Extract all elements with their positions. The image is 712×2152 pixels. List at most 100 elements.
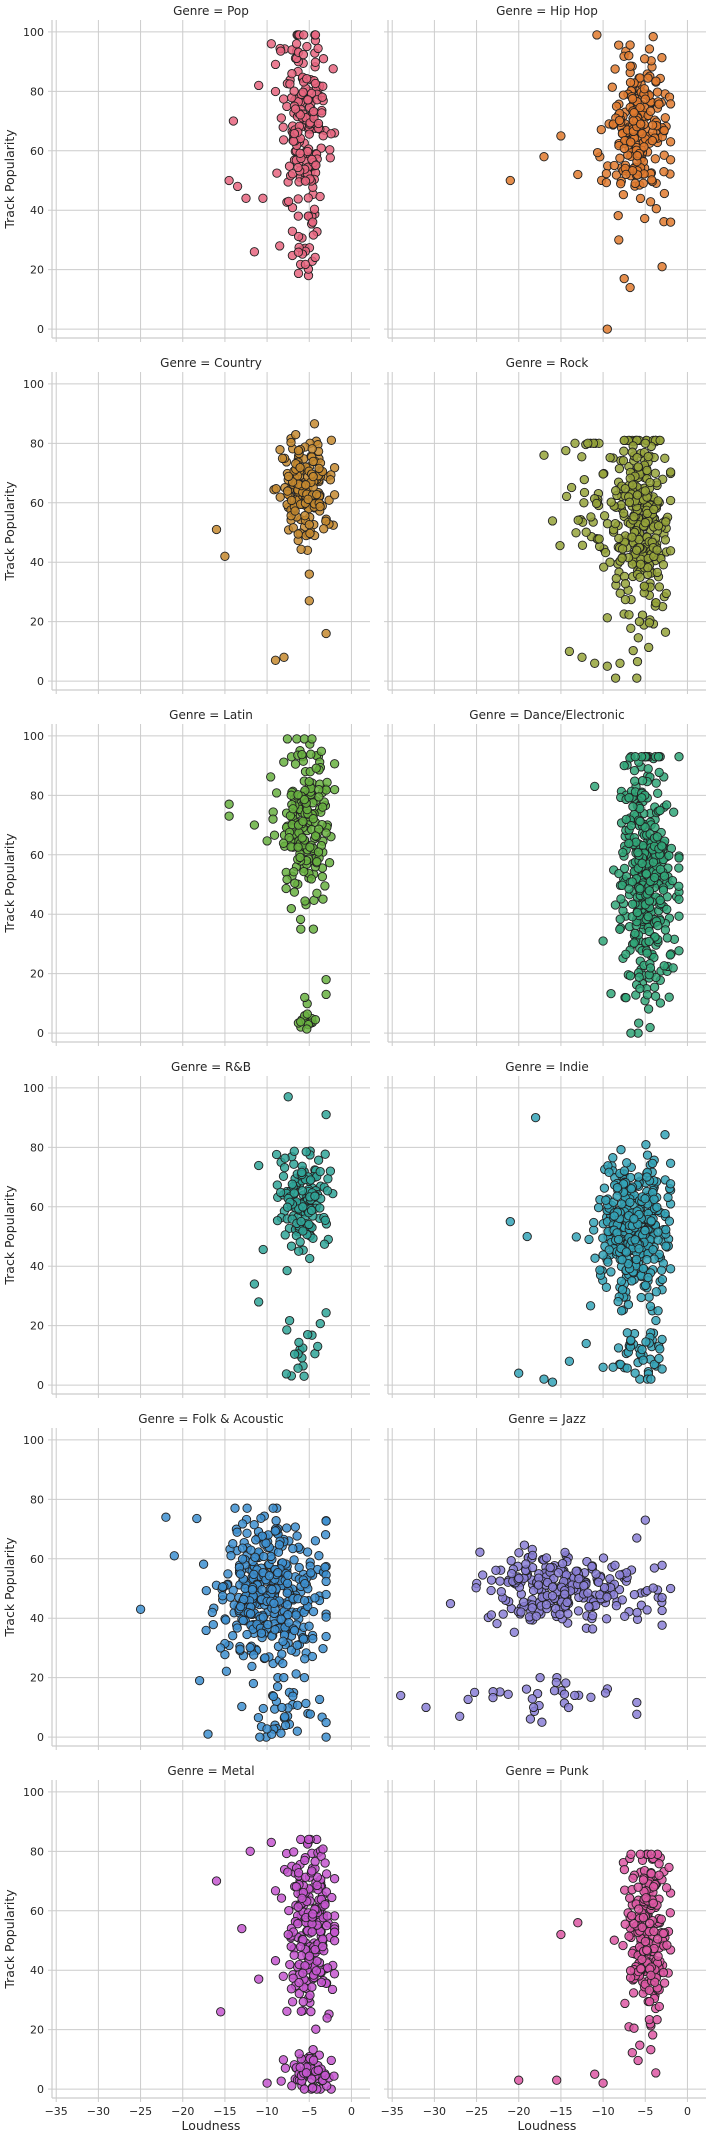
scatter-point <box>294 1988 304 1999</box>
scatter-point <box>258 1244 268 1255</box>
scatter-point <box>556 131 566 141</box>
scatter-point <box>624 1931 634 1941</box>
scatter-point <box>560 1589 570 1599</box>
scatter-point <box>615 588 625 598</box>
scatter-point <box>649 1563 660 1573</box>
scatter-point <box>592 147 603 158</box>
scatter-point <box>301 1698 311 1709</box>
scatter-point <box>246 1545 256 1555</box>
scatter-point <box>271 788 282 798</box>
scatter-point <box>275 492 285 502</box>
scatter-point <box>626 1335 636 1345</box>
x-tick-label: −20 <box>507 2105 530 2118</box>
scatter-point <box>598 469 608 479</box>
scatter-point <box>648 2030 658 2040</box>
y-tick-label: 100 <box>23 1082 44 1095</box>
scatter-point <box>619 1166 630 1176</box>
scatter-point <box>287 2081 297 2091</box>
scatter-point <box>217 1591 228 1601</box>
scatter-point <box>295 1237 305 1247</box>
scatter-point <box>317 92 327 102</box>
y-axis-label: Track Popularity <box>2 833 17 934</box>
scatter-point <box>647 175 657 185</box>
data-points <box>590 752 684 1038</box>
scatter-point <box>620 1611 630 1621</box>
scatter-point <box>640 1194 650 1204</box>
scatter-point <box>325 1166 336 1176</box>
scatter-point <box>318 131 328 141</box>
scatter-point <box>282 874 292 885</box>
scatter-point <box>289 1349 300 1359</box>
scatter-point <box>571 528 581 538</box>
scatter-point <box>286 1241 297 1251</box>
scatter-point <box>310 78 321 89</box>
scatter-point <box>637 1922 647 1932</box>
scatter-point <box>301 2068 312 2078</box>
scatter-point <box>659 125 669 136</box>
scatter-point <box>648 1898 658 1908</box>
scatter-point <box>658 1967 669 1978</box>
scatter-point <box>249 1520 259 1530</box>
scatter-point <box>626 1849 636 1859</box>
scatter-point <box>527 1550 538 1561</box>
scatter-point <box>251 1535 261 1545</box>
scatter-point <box>305 1709 315 1719</box>
scatter-point <box>627 532 637 542</box>
scatter-point <box>655 805 665 816</box>
y-tick-label: 80 <box>30 1141 44 1154</box>
scatter-point <box>321 1308 331 1318</box>
scatter-point <box>616 1306 627 1316</box>
data-points <box>396 1515 676 1727</box>
scatter-point <box>320 1149 330 1159</box>
y-tick-label: 40 <box>30 1612 44 1625</box>
scatter-point <box>620 483 630 494</box>
scatter-point <box>308 106 319 117</box>
scatter-point <box>577 540 588 550</box>
scatter-point <box>198 1559 209 1569</box>
scatter-point <box>635 193 646 204</box>
scatter-point <box>296 2006 306 2016</box>
scatter-point <box>637 793 647 803</box>
scatter-point <box>486 1575 497 1585</box>
scatter-point <box>667 875 678 886</box>
scatter-point <box>278 1971 288 1981</box>
scatter-point <box>293 247 304 257</box>
panel-title: Genre = Punk <box>505 1764 588 1778</box>
scatter-point <box>242 1528 252 1538</box>
scatter-point <box>135 1604 146 1614</box>
scatter-point <box>268 814 278 824</box>
scatter-point <box>652 1934 663 1944</box>
scatter-point <box>288 1691 298 1701</box>
scatter-point <box>321 989 331 1000</box>
scatter-point <box>313 2065 323 2075</box>
scatter-point <box>626 821 636 831</box>
scatter-point <box>293 529 303 539</box>
x-tick-label: −10 <box>255 2105 278 2118</box>
scatter-point <box>628 645 638 656</box>
scatter-point <box>313 43 323 54</box>
scatter-point <box>614 235 624 245</box>
scatter-point <box>293 842 303 852</box>
scatter-point <box>632 490 643 500</box>
y-tick-label: 100 <box>23 378 44 391</box>
y-tick-label: 20 <box>30 1672 44 1685</box>
scatter-point <box>610 900 621 910</box>
scatter-point <box>269 1598 279 1608</box>
scatter-point <box>279 757 289 767</box>
scatter-point <box>652 567 662 578</box>
scatter-point <box>311 2024 321 2034</box>
scatter-point <box>301 1147 311 1157</box>
scatter-point <box>616 179 626 189</box>
scatter-point <box>290 506 300 516</box>
scatter-point <box>292 1700 303 1710</box>
scatter-point <box>601 177 612 188</box>
x-tick-label: −15 <box>213 2105 236 2118</box>
scatter-point <box>665 137 676 147</box>
y-tick-label: 40 <box>30 204 44 217</box>
scatter-point <box>307 1927 317 1937</box>
scatter-point <box>232 1527 242 1537</box>
scatter-point <box>317 872 328 882</box>
scatter-point <box>242 1503 252 1513</box>
scatter-point <box>249 1569 259 1580</box>
scatter-point <box>552 2075 562 2085</box>
